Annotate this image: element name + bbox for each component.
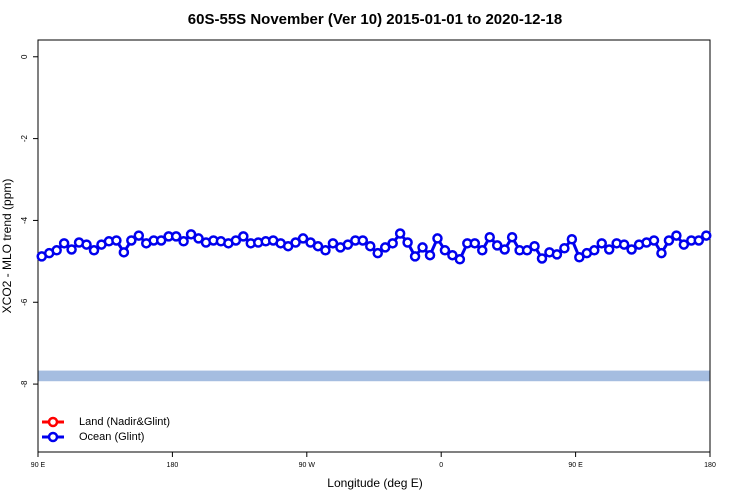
data-point [536,253,548,264]
data-point [111,235,122,246]
data-point [417,242,428,253]
data-point [589,245,600,256]
data-point [193,233,204,244]
y-tick-label: -8 [20,380,29,388]
data-point [372,247,383,259]
data-point [551,249,563,260]
y-tick-label: -2 [20,135,29,143]
x-tick-label: 0 [439,462,443,469]
data-point [454,254,466,265]
data-point [170,231,182,242]
plot-frame [37,39,711,453]
data-point [81,239,92,250]
data-point [559,243,570,254]
data-point [155,235,167,246]
data-point [133,230,145,241]
data-point [656,247,667,259]
data-point [58,238,70,249]
data-point [379,242,391,253]
data-point [409,251,421,262]
data-point [357,235,369,246]
reference-band [38,370,710,382]
data-point [603,244,615,255]
x-tick-label: 180 [704,462,716,469]
data-point [484,231,495,243]
x-tick-label: 90 E [568,462,583,469]
data-point [439,245,451,256]
data-point [312,240,324,252]
data-point [424,249,436,261]
y-tick-label: 0 [20,54,29,59]
data-point [491,240,503,251]
data-point [477,245,488,256]
data-point [402,237,413,248]
data-point [394,228,406,239]
legend-label: Land (Nadir&Glint) [79,416,170,428]
data-point [447,249,458,261]
data-point [432,233,443,244]
data-point [51,245,62,256]
data-point [618,239,630,250]
x-axis-label: Longitude (deg E) [327,476,422,490]
x-tick-label: 90 W [299,462,316,469]
data-point [297,233,309,244]
data-point [626,244,637,255]
legend-marker [47,431,59,443]
data-point [126,235,137,246]
data-point [648,235,660,246]
data-point [290,237,301,248]
data-point [230,235,242,246]
data-point [566,233,578,245]
data-point [499,244,510,255]
data-point [506,231,518,243]
data-point [671,230,682,241]
data-point [529,240,540,252]
legend-label: Ocean (Glint) [79,431,144,443]
data-point [701,230,712,241]
data-point [387,238,398,249]
data-point [678,239,690,250]
x-tick-label: 90 E [31,462,46,469]
data-point [66,244,77,255]
legend-marker [47,416,59,428]
data-point [693,235,705,246]
chart-title: 60S-55S November (Ver 10) 2015-01-01 to … [188,11,562,28]
data-point [185,229,197,240]
data-point [320,245,331,256]
y-axis-label: XCO2 - MLO trend (ppm) [0,179,14,314]
data-point [596,238,607,249]
data-point [342,239,354,250]
data-point [88,245,100,256]
data-point [178,236,189,247]
y-tick-label: -4 [20,216,29,224]
data-point [238,231,249,242]
data-point [365,240,376,252]
x-tick-label: 180 [167,462,179,469]
data-point [521,245,533,256]
data-point [574,252,585,263]
data-point [327,238,339,249]
data-point [469,238,481,249]
data-point [118,247,130,258]
data-point [663,235,675,246]
y-tick-label: -6 [20,298,29,306]
